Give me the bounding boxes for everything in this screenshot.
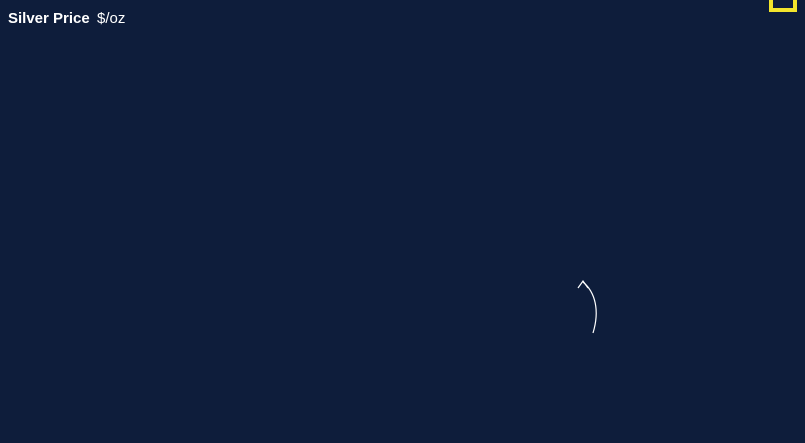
title: Silver Price	[8, 10, 90, 27]
note-arrow-head	[577, 279, 589, 289]
subtitle: $/oz	[97, 10, 125, 27]
logo	[769, 0, 797, 12]
